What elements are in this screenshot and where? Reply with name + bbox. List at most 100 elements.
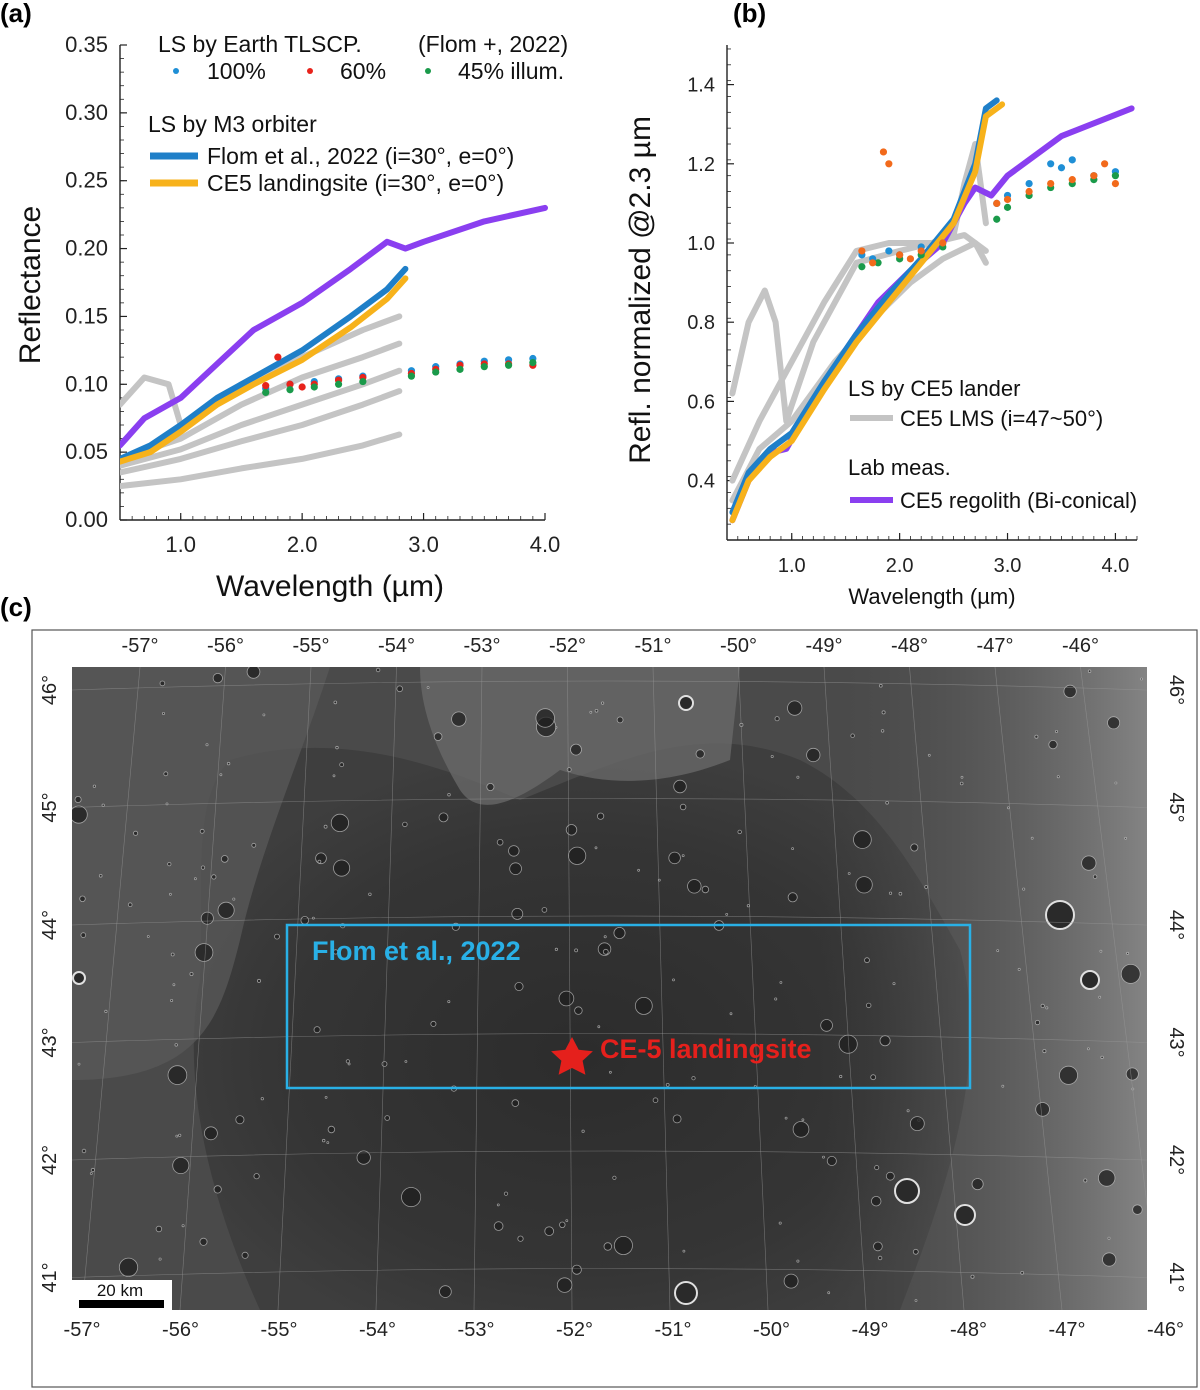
map-crater (885, 1171, 895, 1181)
map-crater (253, 1173, 260, 1180)
map-crater (778, 1221, 782, 1225)
legend-item-lms: CE5 LMS (i=47~50°) (900, 406, 1103, 431)
map-crater (898, 891, 903, 896)
map-crater (74, 796, 82, 804)
map-crater (691, 1076, 696, 1081)
panel-b-scatter-point (917, 247, 925, 255)
map-crater (594, 708, 599, 713)
map-crater (879, 1035, 891, 1047)
map-parallel (72, 680, 1147, 691)
map-lon-top-label: -51° (635, 635, 672, 657)
map-crater (256, 978, 261, 983)
map-crater (347, 1062, 351, 1066)
panel-b-scatter-point (1047, 160, 1055, 168)
map-crater (1040, 1003, 1045, 1009)
map-crater (220, 855, 229, 863)
map-crater (1063, 684, 1077, 699)
panel-a-y-tick-label: 0.05 (65, 439, 108, 464)
legend-item-100: 100% (207, 58, 266, 84)
map-crater (1132, 1204, 1143, 1215)
panel-a-x-tick-label: 1.0 (165, 532, 196, 557)
panel-b-scatter-point (885, 160, 893, 168)
map-crater (199, 828, 205, 834)
map-crater (959, 781, 964, 786)
map-crater (673, 779, 687, 794)
map-crater (1107, 1236, 1111, 1240)
map-crater (396, 685, 404, 693)
map-crater (682, 1249, 686, 1253)
map-crater (770, 755, 774, 759)
map-crater (81, 1148, 87, 1154)
map-lon-bottom-label: -57° (64, 1319, 101, 1341)
panel-a-series-line (120, 431, 403, 490)
map-crater (1087, 1047, 1090, 1051)
map-crater (368, 892, 372, 896)
map-crater (200, 865, 206, 870)
map-crater (565, 1219, 569, 1222)
map-crater (881, 710, 886, 715)
map-crater (175, 1134, 179, 1138)
map-crater (212, 672, 223, 684)
map-crater (996, 949, 1000, 952)
map-east-highlands (820, 667, 1147, 1310)
map-crater (1140, 677, 1143, 681)
map-parallel (72, 1150, 1147, 1161)
map-crater (447, 793, 451, 797)
map-crater (871, 1195, 882, 1207)
map-crater (801, 1118, 805, 1122)
map-crater (384, 1115, 391, 1121)
panel-a-y-tick-label: 0.35 (65, 32, 108, 57)
map-crater (98, 873, 103, 878)
map-crater (345, 1059, 350, 1064)
panel-a-x-tick-label: 4.0 (530, 532, 561, 557)
map-crater (574, 1006, 583, 1015)
map-crater (687, 879, 702, 894)
map-crater (701, 885, 710, 894)
map-crater (613, 927, 626, 940)
map-crater (158, 1257, 162, 1261)
map-crater (672, 978, 675, 982)
map-crater (251, 842, 257, 848)
panel-b-scatter-point (939, 239, 947, 247)
scale-bar (79, 1300, 164, 1308)
map-crater (874, 1165, 880, 1171)
map-crater (725, 913, 729, 916)
panel-a-scatter-point (432, 368, 440, 376)
map-crater (194, 943, 214, 962)
map-north-highlands (420, 667, 740, 805)
map-crater (589, 710, 593, 714)
map-crater (927, 753, 931, 757)
panel-c-label: (c) (0, 592, 32, 622)
map-crater (92, 784, 97, 788)
legend-marker-60 (307, 68, 313, 74)
map-crater (1099, 949, 1103, 953)
panel-b-legend: LS by CE5 lander CE5 LMS (i=47~50°) Lab … (848, 376, 1137, 513)
map-lat-right-label: 46° (1165, 675, 1187, 705)
map-crater (375, 667, 381, 673)
map-crater (219, 773, 223, 777)
panel-a-scatter-point (407, 372, 416, 380)
flom-study-box-label: Flom et al., 2022 (312, 936, 521, 966)
map-crater (853, 830, 872, 849)
panel-b-scatter-point (869, 259, 877, 267)
map-crater (1126, 951, 1130, 955)
map-crater (866, 1002, 872, 1009)
map-crater (322, 1138, 326, 1143)
map-crater (211, 874, 217, 880)
map-crater (381, 1061, 388, 1067)
map-crater (226, 761, 231, 766)
panel-a-y-tick-label: 0.00 (65, 507, 108, 532)
map-crater (1125, 1067, 1139, 1081)
map-lon-top-label: -56° (207, 635, 244, 657)
map-lon-bottom-label: -56° (162, 1319, 199, 1341)
map-frame (31, 629, 1198, 1388)
map-lat-left-label: 45° (39, 792, 61, 822)
map-crater-large (72, 971, 86, 985)
map-crater (451, 711, 467, 727)
map-crater (1042, 1049, 1047, 1054)
panel-b-y-tick-label: 1.4 (687, 75, 715, 97)
map-crater (665, 1083, 670, 1087)
map-crater (1056, 775, 1060, 779)
map-crater (806, 747, 821, 763)
